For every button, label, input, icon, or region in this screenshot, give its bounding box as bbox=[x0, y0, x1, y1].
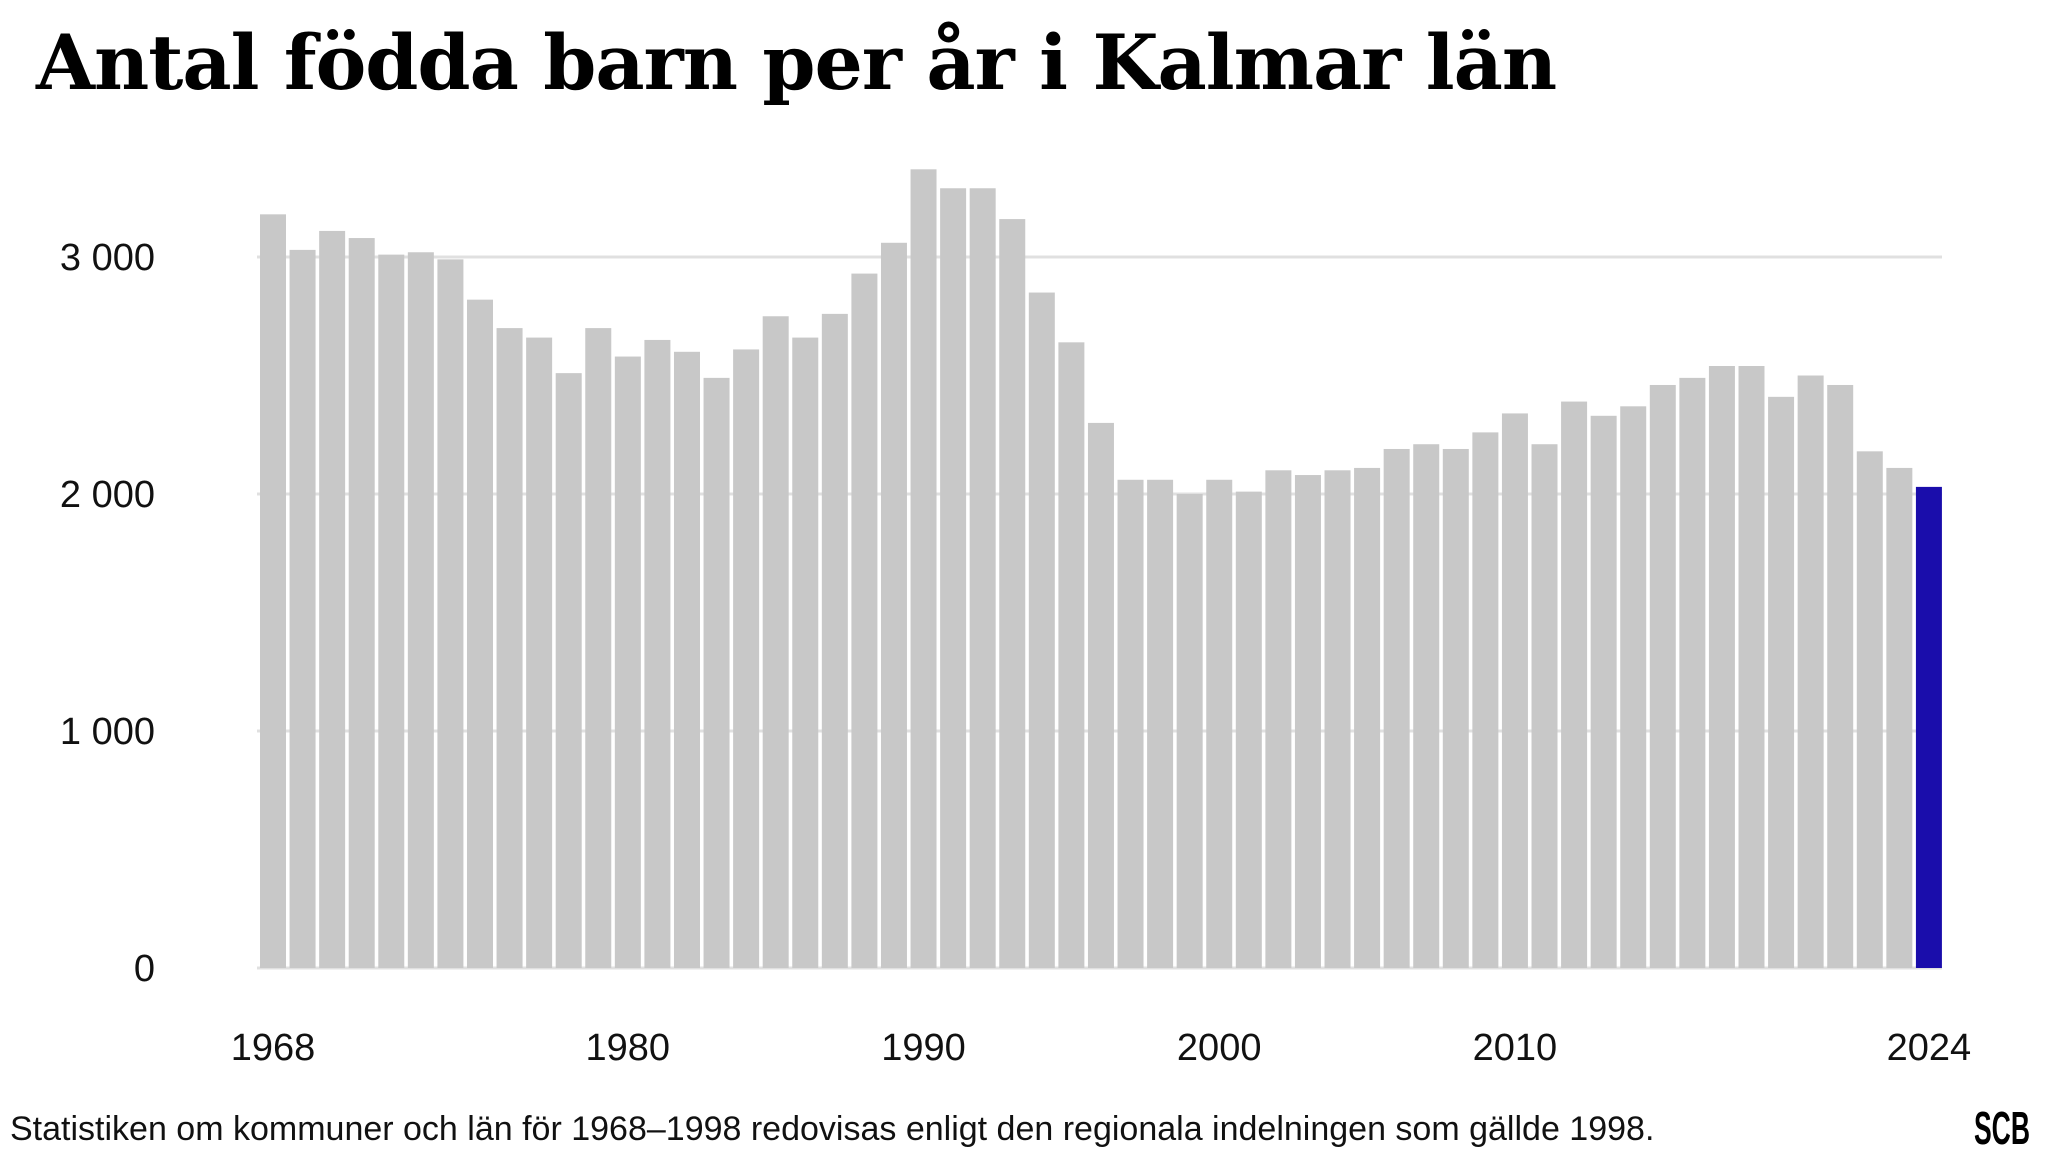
bar-1981 bbox=[644, 339, 671, 968]
bar-1989 bbox=[880, 242, 907, 968]
bar-1977 bbox=[526, 337, 553, 969]
x-tick-label: 2024 bbox=[1887, 1027, 1972, 1069]
bar-2005 bbox=[1354, 467, 1381, 968]
footnote: Statistiken om kommuner och län för 1968… bbox=[10, 1110, 1655, 1148]
bar-2003 bbox=[1294, 475, 1321, 968]
bar-2007 bbox=[1413, 444, 1440, 969]
bar-1998 bbox=[1147, 479, 1174, 968]
bar-1971 bbox=[348, 238, 375, 969]
bar-2022 bbox=[1856, 451, 1883, 969]
bar-1976 bbox=[496, 328, 523, 969]
bar-1999 bbox=[1176, 494, 1203, 968]
bar-2014 bbox=[1620, 406, 1647, 968]
page-title: Antal födda barn per år i Kalmar län bbox=[36, 18, 1557, 107]
bar-1969 bbox=[289, 249, 316, 968]
x-tick-label: 2010 bbox=[1473, 1027, 1558, 1069]
bar-1973 bbox=[407, 252, 434, 968]
bar-1972 bbox=[378, 254, 405, 968]
y-tick-label: 0 bbox=[134, 948, 155, 990]
bar-2024 bbox=[1915, 486, 1942, 968]
bar-2000 bbox=[1206, 479, 1233, 968]
x-axis-ticks: 1968 1980 1990 2000 2010 2024 bbox=[231, 1027, 1971, 1069]
bar-2010 bbox=[1501, 413, 1528, 968]
bar-2018 bbox=[1738, 366, 1765, 968]
y-axis-ticks: 0 1 000 2 000 3 000 bbox=[60, 237, 155, 990]
bar-1993 bbox=[999, 219, 1026, 968]
bar-2009 bbox=[1472, 432, 1499, 968]
x-tick-label: 1968 bbox=[231, 1027, 316, 1069]
bar-1987 bbox=[821, 313, 848, 968]
bar-2006 bbox=[1383, 448, 1410, 969]
bar-2015 bbox=[1649, 384, 1676, 969]
bar-chart: 0 1 000 2 000 3 000 1968 1980 1990 2000 2010 202… bbox=[60, 169, 1971, 1069]
bar-1974 bbox=[437, 259, 464, 968]
bar-2013 bbox=[1590, 415, 1617, 968]
svg-text:SCB: SCB bbox=[1974, 1102, 2030, 1146]
bar-1983 bbox=[703, 377, 730, 968]
bar-1982 bbox=[673, 351, 700, 968]
bar-1986 bbox=[792, 337, 819, 969]
bar-2012 bbox=[1561, 401, 1588, 968]
bar-1990 bbox=[910, 169, 937, 968]
x-tick-label: 1980 bbox=[586, 1027, 671, 1069]
y-tick-label: 2 000 bbox=[60, 474, 155, 516]
bar-2004 bbox=[1324, 470, 1351, 968]
bar-1970 bbox=[319, 230, 346, 968]
bar-1975 bbox=[466, 299, 493, 968]
bar-1978 bbox=[555, 373, 582, 968]
bar-2001 bbox=[1235, 491, 1262, 968]
bars bbox=[260, 169, 1942, 969]
bar-1996 bbox=[1087, 422, 1114, 968]
bar-1984 bbox=[733, 349, 760, 968]
x-tick-label: 1990 bbox=[881, 1027, 966, 1069]
bar-2002 bbox=[1265, 470, 1292, 968]
y-tick-label: 3 000 bbox=[60, 237, 155, 279]
x-tick-label: 2000 bbox=[1177, 1027, 1262, 1069]
bar-2019 bbox=[1768, 396, 1795, 969]
bar-2016 bbox=[1679, 377, 1706, 968]
bar-1979 bbox=[585, 328, 612, 969]
bar-1994 bbox=[1028, 292, 1055, 968]
bar-2011 bbox=[1531, 444, 1558, 969]
bar-2017 bbox=[1708, 366, 1735, 968]
bar-1997 bbox=[1117, 479, 1144, 968]
bar-1968 bbox=[260, 214, 286, 969]
bar-1991 bbox=[940, 188, 967, 968]
bar-1992 bbox=[969, 188, 996, 968]
bar-1995 bbox=[1058, 342, 1085, 968]
bar-1985 bbox=[762, 316, 789, 968]
scb-logo: SCB bbox=[1974, 1102, 2030, 1146]
bar-1980 bbox=[614, 356, 641, 968]
bar-1988 bbox=[851, 273, 878, 969]
bar-2020 bbox=[1797, 375, 1824, 968]
bar-2008 bbox=[1442, 448, 1469, 969]
bar-2023 bbox=[1886, 467, 1913, 968]
bar-2021 bbox=[1827, 384, 1854, 969]
y-tick-label: 1 000 bbox=[60, 711, 155, 753]
